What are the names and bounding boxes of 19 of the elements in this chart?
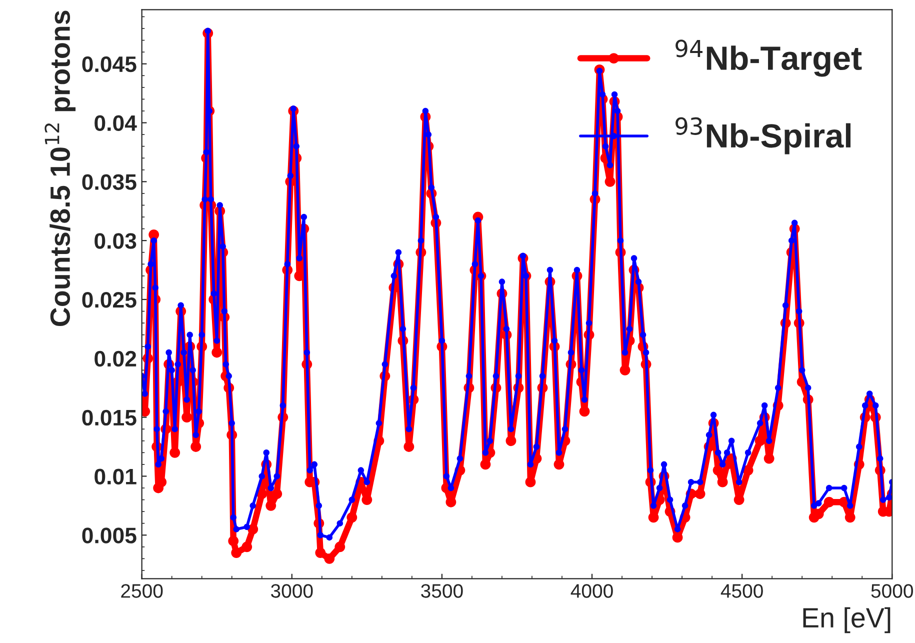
y-tick-label: 0.03: [94, 233, 136, 249]
x-tick-label: 4500: [720, 584, 763, 598]
y-tick-label: 0.02: [94, 350, 136, 367]
x-axis-title: En [eV]: [803, 607, 890, 634]
y-tick-label: 0.005: [82, 528, 136, 544]
y-tick-label: 0.025: [82, 292, 136, 308]
legend-label: $^{93}$Nb-Spiral: [676, 117, 851, 154]
y-tick-label: 0.015: [82, 410, 136, 426]
x-tick-label: 5000: [871, 584, 913, 598]
y-tick-label: 0.01: [94, 468, 136, 484]
y-tick-label: 0.045: [82, 56, 136, 72]
x-tick-label: 3000: [271, 584, 313, 598]
x-tick-label: 3500: [421, 584, 463, 598]
legend-label: $^{94}$Nb-Target: [676, 40, 862, 77]
y-tick-label: 0.04: [94, 115, 137, 132]
x-tick-label: 2500: [121, 584, 163, 598]
y-axis-title: Counts/8.5 10$^{12}$ protons: [44, 10, 76, 326]
x-tick-label: 4000: [570, 584, 613, 598]
y-tick-label: 0.035: [82, 174, 136, 190]
